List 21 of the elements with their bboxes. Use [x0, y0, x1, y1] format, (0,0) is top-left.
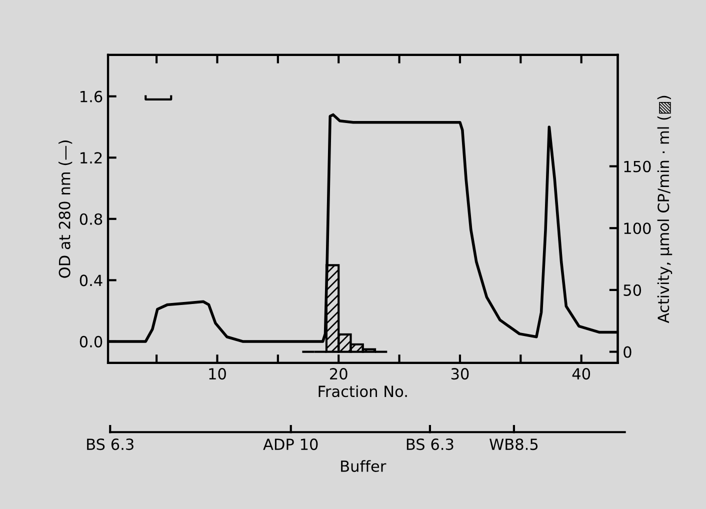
text: BS 6.3 [87, 438, 134, 450]
y-tick-label: 0.0 [80, 336, 102, 348]
y-tick-label: 0.4 [80, 274, 102, 286]
y-tick-label: 0.8 [80, 213, 102, 225]
text: WB8.5 [490, 438, 538, 450]
y2-axis-title: Activity, µmol CP/min · ml (▨) [657, 96, 672, 324]
text: Buffer [341, 460, 386, 472]
y-tick-label: 1.6 [80, 90, 102, 102]
y2-tick-label: 0 [624, 346, 632, 358]
y-tick-label: 1.2 [80, 152, 102, 164]
x-tick-label: 30 [451, 368, 469, 380]
y2-tick-label: 150 [624, 160, 651, 172]
y2-tick-label: 50 [624, 284, 642, 296]
x-tick-label: 10 [209, 368, 226, 380]
x-tick-label: 40 [572, 368, 590, 380]
x-axis-title: Fraction No. [318, 385, 407, 398]
y2-tick-label: 100 [624, 222, 651, 234]
y-axis-title: OD at 280 nm (—) [58, 140, 72, 278]
text: BS 6.3 [406, 438, 454, 450]
text: ADP 10 [263, 438, 318, 450]
x-tick-label: 20 [330, 368, 348, 380]
